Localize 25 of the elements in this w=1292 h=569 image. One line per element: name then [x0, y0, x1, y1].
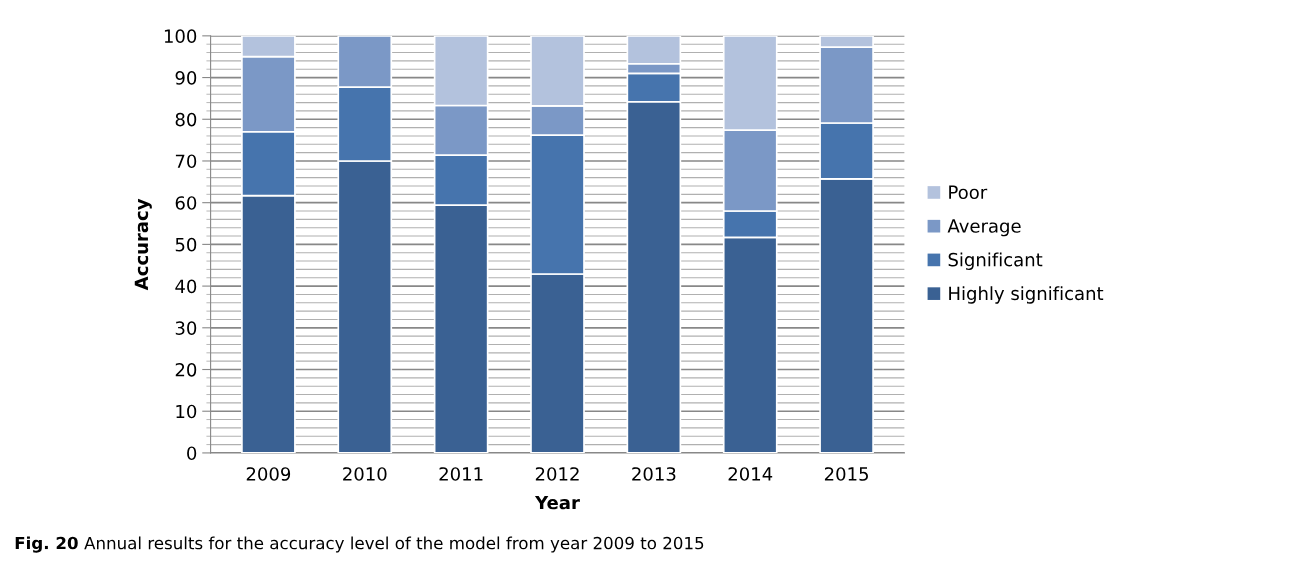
legend-label: Average — [947, 219, 1021, 237]
x-tick-label: 2010 — [343, 467, 387, 481]
legend-label: Highly significant — [949, 286, 1104, 304]
x-tick-label: 2011 — [439, 467, 483, 481]
x-tick-label: 2012 — [535, 467, 579, 481]
y-tick-label: 90 — [175, 71, 197, 85]
y-tick-label: 20 — [175, 362, 197, 377]
y-tick-label: 70 — [175, 154, 197, 169]
y-tick-label: 60 — [175, 196, 197, 210]
y-tick-label: 80 — [175, 112, 197, 127]
x-tick-label: 2009 — [246, 467, 291, 481]
x-tick-label: 2015 — [824, 467, 868, 481]
y-tick-label: 100 — [164, 29, 197, 43]
y-tick-label: 0 — [187, 446, 197, 461]
y-axis-title: Accuracy — [134, 198, 152, 291]
y-tick-label: 30 — [175, 321, 197, 335]
x-tick-label: 2014 — [728, 467, 773, 481]
legend-label: Significant — [948, 252, 1043, 270]
y-tick-label: 50 — [175, 237, 197, 252]
y-tick-label: 10 — [176, 404, 197, 419]
y-tick-label: 40 — [175, 279, 197, 294]
x-axis-title: Year — [534, 495, 580, 510]
caption: Fig. 20 Annual results for the accuracy level of the model from year 2009 to 2015 — [15, 536, 704, 553]
x-tick-label: 2013 — [632, 467, 676, 481]
legend-label: Poor — [949, 185, 988, 200]
